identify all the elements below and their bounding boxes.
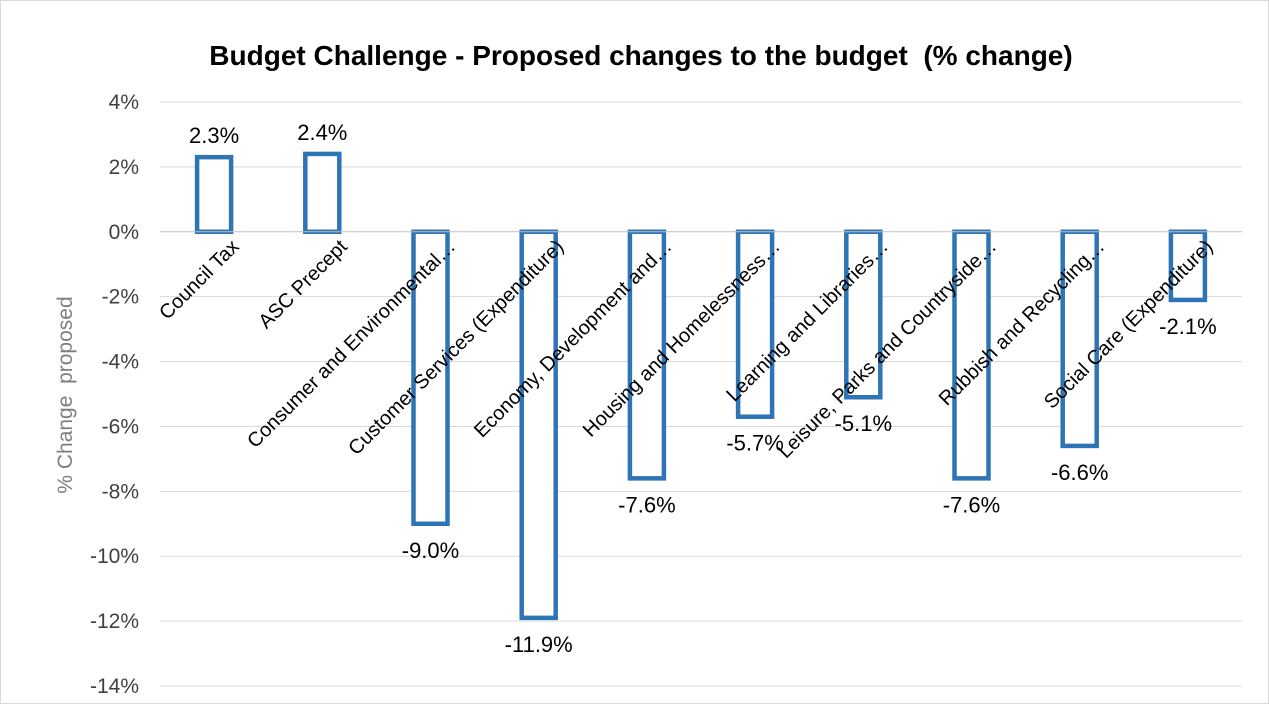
data-label: -2.1% xyxy=(1159,314,1216,339)
y-tick-label: -8% xyxy=(102,480,139,503)
data-label: 2.4% xyxy=(297,120,347,145)
data-label: -7.6% xyxy=(943,492,1000,517)
y-tick-label: -4% xyxy=(102,351,139,374)
y-tick-label: 0% xyxy=(109,221,139,244)
data-label: -5.1% xyxy=(835,411,892,436)
data-labels: 2.3% 2.4% -9.0% -11.9% -7.6% -5.7% -5.1% -7.6% -… xyxy=(189,120,1217,657)
y-tick-label: 2% xyxy=(109,156,139,179)
chart-title: Budget Challenge - Proposed changes to t… xyxy=(209,40,1072,71)
bar xyxy=(735,229,775,419)
data-label: -11.9% xyxy=(505,632,573,657)
data-label: -6.6% xyxy=(1051,460,1108,485)
bar xyxy=(519,229,558,621)
data-label: -9.0% xyxy=(402,538,459,563)
data-label: 2.3% xyxy=(189,123,239,148)
bar xyxy=(303,151,342,235)
category-label: ASC Precept xyxy=(255,235,353,333)
data-label: -7.6% xyxy=(618,492,675,517)
y-tick-label: -2% xyxy=(102,286,139,309)
y-axis-ticks: 4% 2% 0% -2% -4% -6% -8% -10% -12% -14% xyxy=(90,91,139,698)
y-tick-label: -6% xyxy=(102,415,139,438)
y-axis-label: % Change proposed xyxy=(54,296,77,493)
y-tick-label: -14% xyxy=(90,675,139,698)
y-tick-label: 4% xyxy=(109,91,139,114)
y-tick-label: -10% xyxy=(90,545,139,568)
bar xyxy=(194,154,234,235)
data-label: -5.7% xyxy=(726,431,783,456)
category-label: Council Tax xyxy=(155,236,243,324)
y-tick-label: -12% xyxy=(90,610,139,633)
